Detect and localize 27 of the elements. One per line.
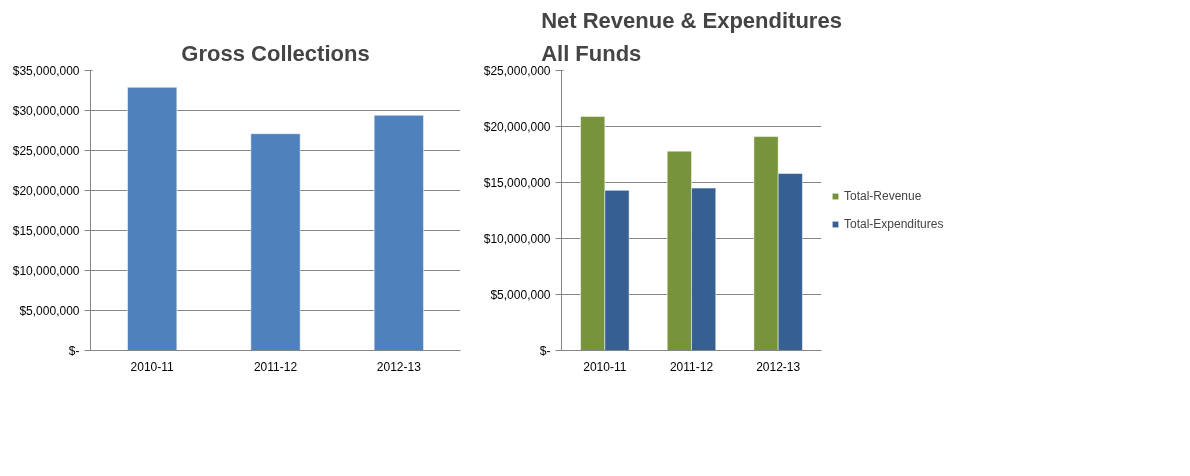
y-tick-label: $25,000,000 xyxy=(483,63,551,78)
y-tick-label: $5,000,000 xyxy=(490,287,551,302)
y-tick-label: $25,000,000 xyxy=(12,143,80,158)
y-tick-label: $15,000,000 xyxy=(12,223,80,238)
y-tick-label: $30,000,000 xyxy=(12,103,80,118)
bar xyxy=(250,133,301,351)
x-tick-label: 2010-11 xyxy=(130,359,175,374)
y-tick-label: $10,000,000 xyxy=(483,231,551,246)
chart-title: Gross Collections xyxy=(181,40,370,66)
legend-label: Total-Expenditures xyxy=(844,217,944,231)
x-tick-label: 2012-13 xyxy=(376,359,422,374)
x-tick-label: 2012-13 xyxy=(756,359,801,374)
bar xyxy=(373,115,424,351)
x-tick-label: 2011-12 xyxy=(669,359,714,374)
y-tick-label: $15,000,000 xyxy=(483,175,551,190)
y-tick-label: $- xyxy=(539,343,551,358)
y-tick-label: $10,000,000 xyxy=(12,263,80,278)
x-tick-label: 2010-11 xyxy=(583,359,627,374)
y-tick-label: $- xyxy=(68,343,80,358)
bar xyxy=(127,87,178,351)
y-tick-label: $20,000,000 xyxy=(12,183,80,198)
legend-label: Total-Revenue xyxy=(844,189,922,203)
y-tick-label: $20,000,000 xyxy=(483,119,551,134)
x-tick-label: 2011-12 xyxy=(253,359,298,374)
y-tick-label: $5,000,000 xyxy=(19,303,80,318)
chart-title: Net Revenue & Expenditures All Funds xyxy=(541,8,842,66)
y-tick-label: $35,000,000 xyxy=(12,63,80,78)
